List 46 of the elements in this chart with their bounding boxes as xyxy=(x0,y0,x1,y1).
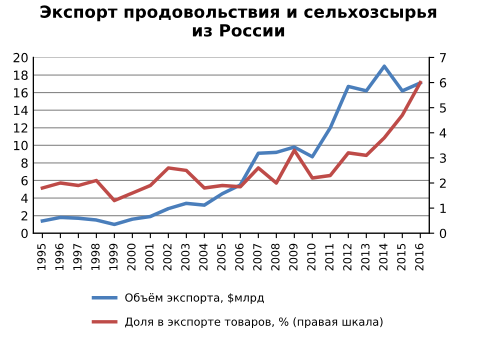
y-tick-label: 16 xyxy=(14,88,28,98)
x-tick-label: 2002 xyxy=(163,244,172,270)
x-tick-label: 2009 xyxy=(289,244,298,270)
x-tick-label: 2004 xyxy=(199,244,208,270)
legend-label: Объём экспорта, $млрд xyxy=(125,292,264,304)
x-tick-label: 2001 xyxy=(145,244,154,270)
x-tick-label: 2006 xyxy=(235,244,244,270)
y2-tick-label: 5 xyxy=(440,103,446,113)
y-tick-label: 10 xyxy=(14,140,28,150)
y-tick-label: 14 xyxy=(14,106,28,115)
y-tick-label: 2 xyxy=(21,211,28,220)
x-tick-label: 1996 xyxy=(55,244,64,270)
x-tick-label: 2012 xyxy=(343,244,352,270)
chart-title: Экспорт продовольствия и сельхозсырья из России xyxy=(40,5,436,37)
y2-tick-label: 6 xyxy=(440,78,446,88)
x-tick-label: 2008 xyxy=(271,244,280,270)
x-tick-label: 2013 xyxy=(361,244,370,270)
x-tick-label: 2007 xyxy=(253,244,262,270)
x-tick-label: 1997 xyxy=(73,244,82,270)
y-tick-label: 18 xyxy=(14,70,28,80)
x-tick-label: 2016 xyxy=(415,244,424,270)
x-tick-label: 1995 xyxy=(37,244,46,270)
legend-label: Доля в экспорте товаров, % (правая шкала) xyxy=(125,317,383,328)
x-tick-label: 1999 xyxy=(109,244,118,270)
x-tick-label: 2000 xyxy=(127,244,136,270)
y2-tick-label: 4 xyxy=(440,128,446,138)
x-tick-label: 1998 xyxy=(91,244,100,270)
y2-tick-label: 3 xyxy=(440,153,446,163)
x-tick-label: 2014 xyxy=(379,244,388,270)
y2-tick-label: 0 xyxy=(440,228,446,238)
y-tick-label: 6 xyxy=(21,176,28,186)
x-tick-label: 2005 xyxy=(217,244,226,270)
y-tick-label: 4 xyxy=(21,194,28,203)
y-tick-label: 12 xyxy=(14,123,28,133)
y-tick-label: 0 xyxy=(21,228,28,238)
y-tick-label: 8 xyxy=(21,158,28,168)
line-series xyxy=(40,80,422,202)
y2-tick-label: 1 xyxy=(440,204,446,213)
y-tick-label: 20 xyxy=(14,52,28,62)
x-tick-label: 2010 xyxy=(307,244,316,270)
x-tick-label: 2011 xyxy=(325,244,334,270)
y2-tick-label: 7 xyxy=(440,53,446,62)
x-tick-label: 2015 xyxy=(397,244,406,270)
y2-tick-label: 2 xyxy=(440,178,446,188)
x-tick-label: 2003 xyxy=(181,244,190,270)
line-series xyxy=(40,64,422,226)
